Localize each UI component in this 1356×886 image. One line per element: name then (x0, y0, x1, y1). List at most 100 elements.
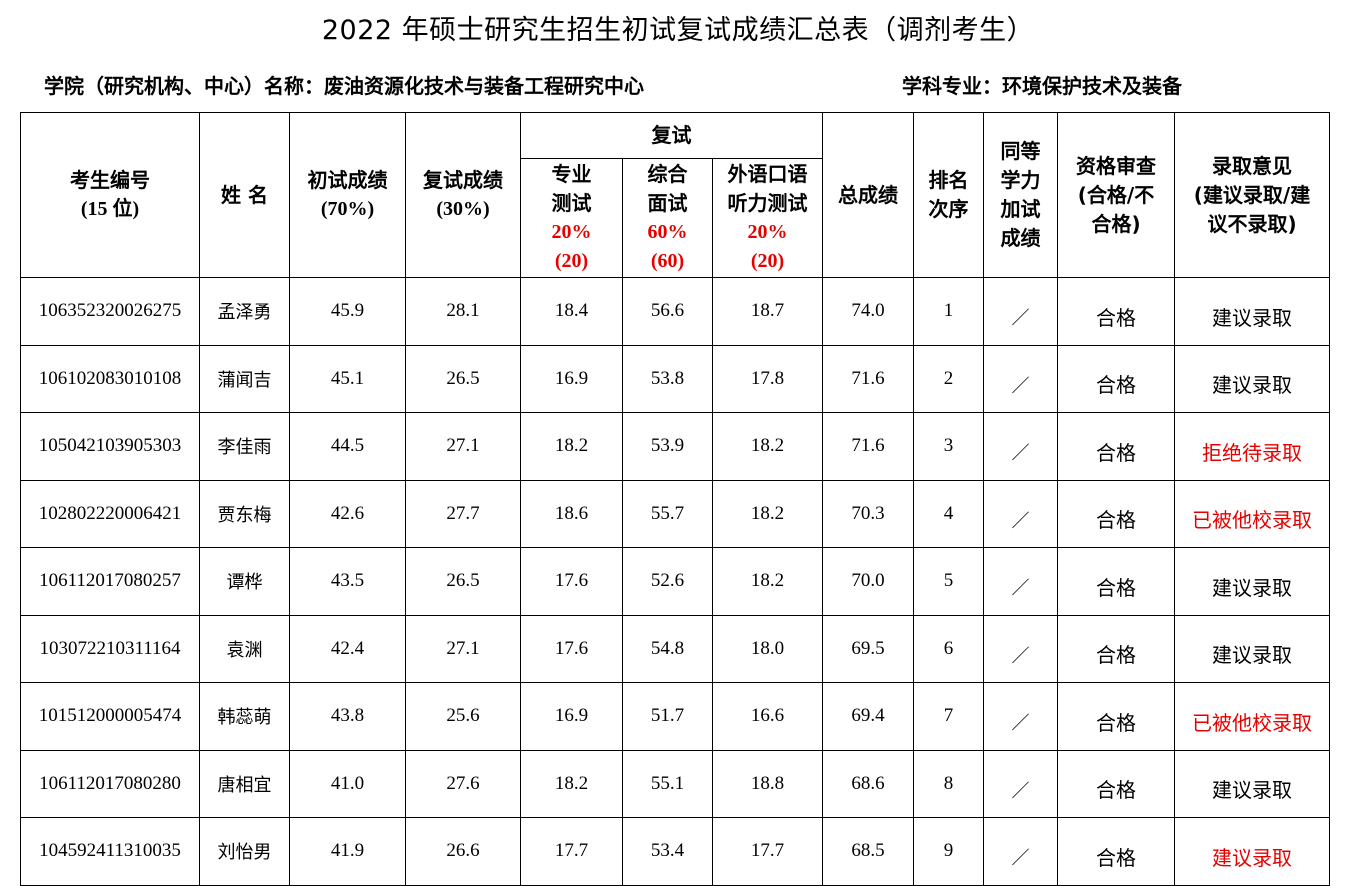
admission-opinion-cell: 已被他校录取 (1174, 682, 1331, 751)
equivalent-exam-cell: ／ (983, 749, 1059, 818)
rank-cell: 9 (913, 817, 985, 886)
student-name-cell: 袁渊 (199, 614, 290, 683)
student-id-cell: 106352320026275 (20, 277, 200, 346)
language-test-cell: 18.2 (711, 412, 824, 481)
student-id-cell: 104592411310035 (20, 817, 200, 886)
header-total: 总成绩 (822, 112, 915, 278)
qualification-cell: 合格 (1057, 344, 1176, 413)
rank-cell: 4 (913, 479, 985, 548)
student-id-cell: 101512000005474 (20, 682, 200, 751)
table-row: 106102083010108 蒲闻吉 45.1 26.5 16.9 53.8 17.8 71… (20, 344, 1331, 413)
header-name: 姓 名 (199, 112, 290, 278)
initial-score-cell: 43.5 (289, 547, 406, 616)
table-row: 106112017080257 谭桦 43.5 26.5 17.6 52.6 18.2 70.… (20, 547, 1331, 616)
professional-weight: 20% (551, 221, 592, 243)
retest-score-cell: 26.5 (405, 344, 521, 413)
equivalent-exam-cell: ／ (983, 479, 1059, 548)
language-test-cell: 18.7 (711, 277, 824, 346)
professional-test-cell: 18.4 (520, 277, 623, 346)
comprehensive-interview-cell: 53.8 (622, 344, 713, 413)
admission-opinion-cell: 建议录取 (1174, 614, 1331, 683)
initial-score-cell: 45.1 (289, 344, 406, 413)
table-row: 106112017080280 唐相宜 41.0 27.6 18.2 55.1 18.8 68… (20, 749, 1331, 818)
score-table: 考生编号 (15 位) 姓 名 初试成绩 (70%) 复试成绩 (30%) 复试… (20, 112, 1331, 886)
professional-test-cell: 17.6 (520, 614, 623, 683)
retest-score-cell: 26.6 (405, 817, 521, 886)
comprehensive-interview-cell: 51.7 (622, 682, 713, 751)
table-row: 105042103905303 李佳雨 44.5 27.1 18.2 53.9 18.2 71… (20, 412, 1331, 481)
rank-cell: 7 (913, 682, 985, 751)
language-test-cell: 18.2 (711, 479, 824, 548)
qualification-cell: 合格 (1057, 749, 1176, 818)
comprehensive-interview-cell: 55.7 (622, 479, 713, 548)
language-test-cell: 17.7 (711, 817, 824, 886)
language-max: (20) (750, 250, 785, 272)
professional-test-cell: 18.2 (520, 412, 623, 481)
college-name: 学院（研究机构、中心）名称：废油资源化技术与装备工程研究中心 (44, 74, 644, 98)
total-score-cell: 74.0 (822, 277, 915, 346)
qualification-cell: 合格 (1057, 277, 1176, 346)
student-id-cell: 102802220006421 (20, 479, 200, 548)
qualification-cell: 合格 (1057, 614, 1176, 683)
equivalent-exam-cell: ／ (983, 682, 1059, 751)
language-test-cell: 17.8 (711, 344, 824, 413)
qualification-cell: 合格 (1057, 479, 1176, 548)
header-retest-group: 复试 (519, 112, 824, 159)
retest-score-cell: 27.7 (405, 479, 521, 548)
equivalent-exam-cell: ／ (983, 817, 1059, 886)
comprehensive-weight: 60% (647, 221, 688, 243)
equivalent-exam-cell: ／ (983, 277, 1059, 346)
comprehensive-interview-cell: 54.8 (622, 614, 713, 683)
table-row: 102802220006421 贾东梅 42.6 27.7 18.6 55.7 18.2 70… (20, 479, 1331, 548)
student-name-cell: 韩蕊萌 (199, 682, 290, 751)
admission-opinion-cell: 拒绝待录取 (1174, 412, 1331, 481)
table-row: 104592411310035 刘怡男 41.9 26.6 17.7 53.4 17.7 68… (20, 817, 1331, 886)
qualification-cell: 合格 (1057, 547, 1176, 616)
page-title: 2022 年硕士研究生招生初试复试成绩汇总表（调剂考生） (321, 15, 1035, 46)
qualification-cell: 合格 (1057, 817, 1176, 886)
initial-score-cell: 42.6 (289, 479, 406, 548)
rank-cell: 2 (913, 344, 985, 413)
retest-score-cell: 28.1 (405, 277, 521, 346)
retest-score-cell: 27.6 (405, 749, 521, 818)
qualification-cell: 合格 (1057, 682, 1176, 751)
rank-cell: 6 (913, 614, 985, 683)
total-score-cell: 68.6 (822, 749, 915, 818)
professional-test-cell: 16.9 (520, 682, 623, 751)
admission-opinion-cell: 建议录取 (1174, 817, 1331, 886)
language-weight: 20% (747, 221, 788, 243)
equivalent-exam-cell: ／ (983, 614, 1059, 683)
student-id-cell: 106102083010108 (20, 344, 200, 413)
student-name-cell: 刘怡男 (199, 817, 290, 886)
total-score-cell: 69.4 (822, 682, 915, 751)
retest-score-cell: 25.6 (405, 682, 521, 751)
equivalent-exam-cell: ／ (983, 412, 1059, 481)
header-student-id: 考生编号 (15 位) (20, 112, 200, 278)
student-name-cell: 谭桦 (199, 547, 290, 616)
header-professional-test: 专业 测试 20% (20) (520, 158, 623, 278)
professional-test-cell: 17.7 (520, 817, 623, 886)
rank-cell: 8 (913, 749, 985, 818)
initial-score-cell: 43.8 (289, 682, 406, 751)
table-row: 103072210311164 袁渊 42.4 27.1 17.6 54.8 18.0 69.… (20, 614, 1331, 683)
qualification-cell: 合格 (1057, 412, 1176, 481)
initial-score-cell: 45.9 (289, 277, 406, 346)
professional-max: (20) (554, 250, 589, 272)
language-test-cell: 18.0 (711, 614, 824, 683)
student-name-cell: 唐相宜 (199, 749, 290, 818)
total-score-cell: 70.3 (822, 479, 915, 548)
table-row: 106352320026275 孟泽勇 45.9 28.1 18.4 56.6 18.7 74… (20, 277, 1331, 346)
initial-score-cell: 42.4 (289, 614, 406, 683)
retest-score-cell: 26.5 (405, 547, 521, 616)
comprehensive-interview-cell: 53.9 (622, 412, 713, 481)
comprehensive-interview-cell: 52.6 (622, 547, 713, 616)
student-name-cell: 李佳雨 (199, 412, 290, 481)
table-row: 101512000005474 韩蕊萌 43.8 25.6 16.9 51.7 16.6 69… (20, 682, 1331, 751)
equivalent-exam-cell: ／ (983, 547, 1059, 616)
student-id-cell: 106112017080280 (20, 749, 200, 818)
total-score-cell: 68.5 (822, 817, 915, 886)
initial-score-cell: 44.5 (289, 412, 406, 481)
student-id-cell: 103072210311164 (20, 614, 200, 683)
professional-test-cell: 18.2 (520, 749, 623, 818)
professional-test-cell: 18.6 (520, 479, 623, 548)
